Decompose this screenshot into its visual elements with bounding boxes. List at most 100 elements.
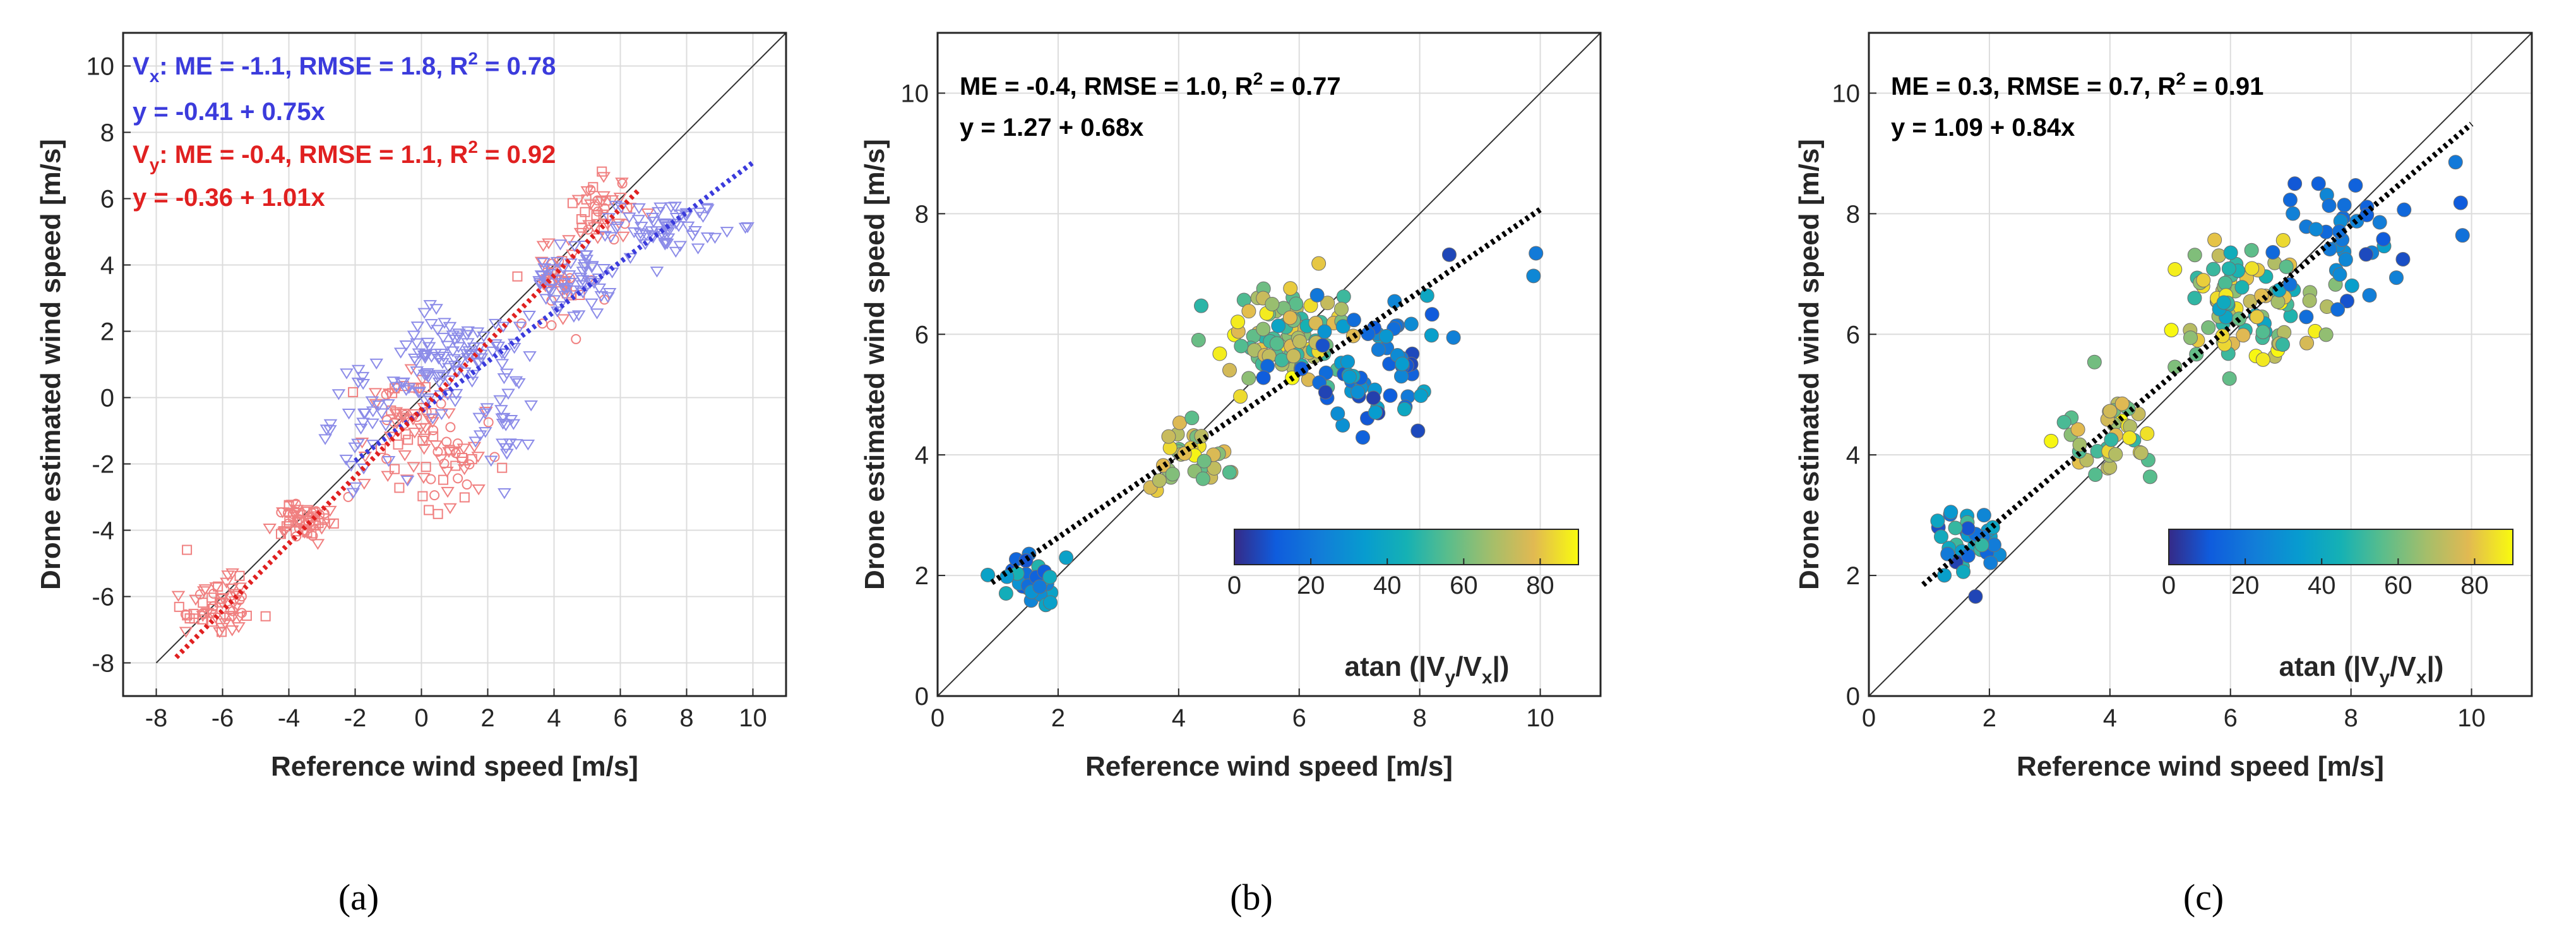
point-vy — [456, 452, 467, 463]
point-vy — [182, 610, 193, 621]
point-vy — [483, 417, 494, 428]
point-vy — [232, 612, 247, 623]
tick-label-y: 0 — [100, 385, 114, 412]
point — [1340, 354, 1356, 369]
point-vx — [471, 358, 486, 369]
point-vx — [594, 291, 609, 303]
point-vy — [348, 387, 359, 397]
point — [2217, 275, 2233, 291]
tick-label-x: 8 — [2344, 704, 2358, 732]
panel-c: 0 2 4 6 8 10 0 2 4 6 8 10 ME = 0.3, RMSE = 0.7, R2 … — [1794, 32, 2533, 918]
point-vy — [497, 462, 508, 473]
panel-b-points — [981, 246, 1544, 613]
point — [1371, 342, 1386, 357]
point-vx — [700, 203, 714, 214]
point — [2453, 195, 2468, 210]
point-vy — [420, 462, 431, 472]
point-vx — [590, 308, 604, 320]
point — [1397, 402, 1412, 417]
tick-label-y: 10 — [86, 53, 115, 81]
point — [2216, 295, 2231, 310]
point-vy — [215, 598, 230, 610]
point — [2318, 327, 2334, 342]
point-vx — [499, 368, 514, 380]
point-vy — [198, 598, 208, 608]
point-vy — [213, 581, 224, 592]
point-vx — [436, 332, 450, 344]
point — [1222, 465, 1237, 480]
point-vy — [472, 484, 486, 496]
point-vx — [633, 228, 648, 239]
point-vx — [412, 387, 427, 398]
point-vy — [394, 483, 405, 493]
point-vx — [417, 308, 432, 319]
point — [1351, 385, 1366, 400]
point-vx — [720, 227, 734, 238]
point — [1393, 369, 1409, 384]
panel-b-annotation-fit: y = 1.27 + 0.68x — [960, 114, 1143, 141]
point — [1269, 336, 1284, 351]
point-vy — [197, 586, 211, 598]
point-vx — [558, 291, 573, 302]
point-vx — [495, 359, 510, 370]
point-vx — [477, 331, 491, 343]
point-vx — [366, 418, 379, 429]
point-vy — [381, 389, 391, 400]
point-vy — [457, 464, 472, 476]
point — [2088, 467, 2103, 482]
tick-label-x: 4 — [1172, 704, 1186, 732]
point — [2133, 445, 2149, 460]
panel-a-xlabel: Reference wind speed [m/s] — [271, 751, 638, 782]
point-vx — [348, 442, 362, 453]
point-vy — [512, 271, 523, 282]
point-vx — [549, 275, 563, 286]
point — [1289, 296, 1304, 311]
point-vy — [319, 513, 330, 524]
point-vx — [351, 364, 366, 376]
point — [1032, 579, 1047, 594]
point — [1943, 505, 1959, 520]
colorbar-tick-label: 80 — [2460, 572, 2489, 599]
point-vx — [609, 200, 623, 212]
point-vx — [449, 388, 463, 400]
point — [1960, 521, 1976, 536]
panel-a-points — [171, 166, 754, 639]
point-vy — [623, 203, 637, 214]
point — [2299, 335, 2315, 351]
point-vx — [522, 310, 536, 322]
tick-label-x: 6 — [2224, 704, 2238, 732]
point — [2108, 447, 2123, 462]
point-vx — [686, 231, 700, 242]
panel-c-points — [1930, 155, 2470, 604]
point — [2302, 293, 2317, 308]
point-vx — [652, 207, 665, 219]
point-vy — [368, 388, 383, 399]
point-vx — [489, 339, 503, 351]
panel-c-caption: (c) — [2183, 877, 2224, 918]
point-vx — [458, 367, 472, 379]
point — [2087, 354, 2102, 369]
point-vx — [400, 476, 415, 487]
point-vx — [537, 263, 551, 275]
point-vx — [493, 395, 507, 407]
point-vy — [397, 408, 411, 420]
point — [1233, 389, 1248, 404]
point-vx — [417, 369, 432, 381]
point-vy — [585, 184, 596, 195]
point-vx — [494, 405, 508, 416]
point — [1195, 471, 1210, 486]
point-vy — [400, 429, 411, 440]
point-vx — [567, 311, 581, 323]
identity-line — [1868, 32, 2532, 697]
point-vy — [414, 423, 428, 435]
point — [1309, 287, 1325, 303]
point-vx — [534, 270, 549, 282]
tick-label-y: 0 — [1846, 683, 1860, 711]
tick-label-x: 4 — [2103, 704, 2117, 732]
point — [2056, 415, 2072, 430]
point — [1948, 520, 1963, 536]
point — [2234, 280, 2250, 295]
point — [1311, 256, 1327, 271]
colorbar-tick-label: 80 — [1526, 572, 1554, 599]
point-vy — [534, 256, 549, 268]
